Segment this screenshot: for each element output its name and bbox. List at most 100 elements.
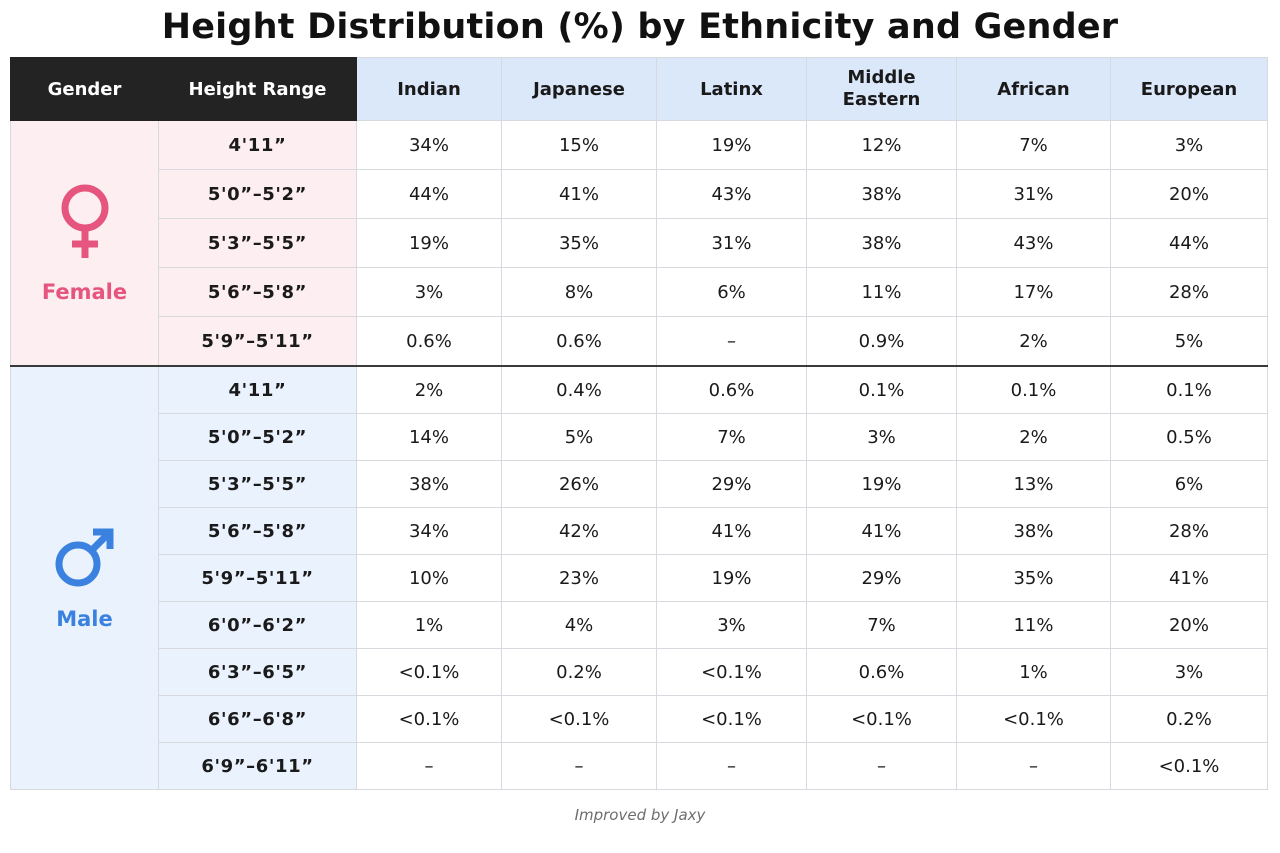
value-cell-japanese: 5% [501,413,657,461]
value-cell-african: 2% [956,413,1111,461]
value-cell-japanese: 42% [501,507,657,555]
value-cell-african: <0.1% [956,695,1111,743]
value-cell-european: 28% [1110,267,1268,317]
value-cell-european: 0.1% [1110,365,1268,414]
value-cell-african: 38% [956,507,1111,555]
value-cell-european: 0.5% [1110,413,1268,461]
table-row: 5'9”–5'11” 0.6% 0.6% –0.9% 2% 5% [11,316,1268,367]
height-range-cell: 5'3”–5'5” [158,218,357,268]
value-cell-latinx: 7% [656,413,807,461]
value-cell-european: 20% [1110,169,1268,219]
table-row: 5'3”–5'5” 19% 35% 31% 38% 43% 44% [11,218,1268,268]
table-row: 6'3”–6'5” <0.1% 0.2% <0.1% 0.6% 1% 3% [11,648,1268,696]
value-cell-latinx: 19% [656,554,807,602]
table-row: 5'6”–5'8” 3% 8% 6% 11% 17% 28% [11,267,1268,317]
value-cell-african: – [956,742,1111,790]
value-cell-japanese: 15% [501,120,657,170]
value-cell-european: 44% [1110,218,1268,268]
value-cell-indian: 3% [356,267,502,317]
value-cell-japanese: 41% [501,169,657,219]
table-body: Female 4'11” 34% 15% 19% 12% 7% 3% 5'0”–5'2” 44% 4… [10,120,1268,790]
value-cell-indian: 2% [356,365,502,414]
table-row: 5'3”–5'5” 38% 26% 29% 19% 13% 6% [11,460,1268,508]
value-cell-european: 6% [1110,460,1268,508]
value-cell-middle-eastern: 0.1% [806,365,957,414]
value-cell-indian: <0.1% [356,648,502,696]
value-cell-middle-eastern: 29% [806,554,957,602]
value-cell-japanese: 26% [501,460,657,508]
height-range-cell: 5'9”–5'11” [158,316,357,367]
value-cell-african: 11% [956,601,1111,649]
value-cell-japanese: 4% [501,601,657,649]
value-cell-middle-eastern: 38% [806,218,957,268]
height-range-cell: 4'11” [158,120,357,170]
gender-group-male: Male [10,365,159,790]
value-cell-middle-eastern: – [806,742,957,790]
value-cell-indian: 1% [356,601,502,649]
value-cell-european: 3% [1110,120,1268,170]
value-cell-japanese: 8% [501,267,657,317]
value-cell-latinx: 29% [656,460,807,508]
table-row: Male 4'11” 2% 0.4% 0.6% 0.1% 0.1% 0.1% [10,365,1268,790]
gender-group-female: Female [10,120,159,367]
column-header-gender: Gender [10,57,159,121]
value-cell-indian: 34% [356,120,502,170]
column-header-european: European [1110,57,1268,121]
table-row: 5'0”–5'2” 44% 41% 43% 38% 31% 20% [11,169,1268,219]
table-row: 5'0”–5'2” 14% 5% 7% 3% 2% 0.5% [11,413,1268,461]
value-cell-latinx: 6% [656,267,807,317]
height-range-cell: 6'0”–6'2” [158,601,357,649]
value-cell-indian: 19% [356,218,502,268]
value-cell-african: 7% [956,120,1111,170]
table-row: 5'6”–5'8” 34% 42% 41% 41% 38% 28% [11,507,1268,555]
value-cell-african: 35% [956,554,1111,602]
value-cell-middle-eastern: 11% [806,267,957,317]
value-cell-middle-eastern: 3% [806,413,957,461]
value-cell-latinx: 0.6% [656,365,807,414]
value-cell-latinx: 19% [656,120,807,170]
column-header-height-range: Height Range [158,57,357,121]
value-cell-indian: 0.6% [356,316,502,367]
footer-credit: Improved by Jaxy [574,806,706,824]
value-cell-european: 0.2% [1110,695,1268,743]
value-cell-middle-eastern: 12% [806,120,957,170]
value-cell-middle-eastern: 38% [806,169,957,219]
value-cell-african: 1% [956,648,1111,696]
value-cell-indian: 10% [356,554,502,602]
height-range-cell: 6'9”–6'11” [158,742,357,790]
value-cell-european: 20% [1110,601,1268,649]
value-cell-indian: <0.1% [356,695,502,743]
value-cell-japanese: 0.6% [501,316,657,367]
value-cell-indian: 14% [356,413,502,461]
value-cell-indian: – [356,742,502,790]
value-cell-middle-eastern: 0.9% [806,316,957,367]
gender-label-female: Female [41,280,128,304]
table-row: 6'9”–6'11” – – – – – <0.1% [11,742,1268,790]
column-header-african: African [956,57,1111,121]
value-cell-japanese: 0.4% [501,365,657,414]
value-cell-latinx: <0.1% [656,695,807,743]
chart-title: Height Distribution (%) by Ethnicity and… [161,7,1119,47]
height-range-cell: 5'6”–5'8” [158,267,357,317]
height-range-cell: 4'11” [158,365,357,414]
value-cell-japanese: 35% [501,218,657,268]
value-cell-african: 2% [956,316,1111,367]
table-row: Female 4'11” 34% 15% 19% 12% 7% 3% [10,120,1268,367]
column-header-japanese: Japanese [501,57,657,121]
gender-label-male: Male [56,607,113,631]
value-cell-middle-eastern: 7% [806,601,957,649]
column-header-latinx: Latinx [656,57,807,121]
value-cell-latinx: 3% [656,601,807,649]
value-cell-latinx: <0.1% [656,648,807,696]
height-range-cell: 6'3”–6'5” [158,648,357,696]
value-cell-indian: 34% [356,507,502,555]
value-cell-european: 3% [1110,648,1268,696]
value-cell-african: 17% [956,267,1111,317]
value-cell-indian: 38% [356,460,502,508]
value-cell-latinx: 31% [656,218,807,268]
value-cell-african: 31% [956,169,1111,219]
table-row: 5'9”–5'11” 10% 23% 19% 29% 35% 41% [11,554,1268,602]
value-cell-middle-eastern: 41% [806,507,957,555]
height-distribution-table: Gender Height Range Indian Japanese Lati… [10,57,1268,790]
value-cell-indian: 44% [356,169,502,219]
